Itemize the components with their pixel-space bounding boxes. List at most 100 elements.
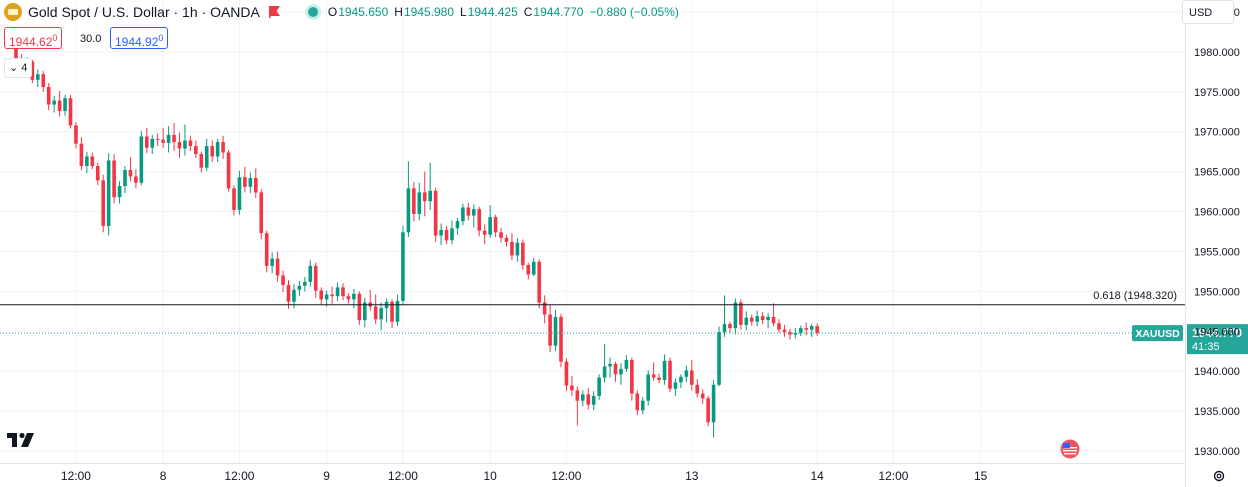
candle-body	[281, 275, 285, 285]
candle-body	[771, 316, 776, 324]
candle-body	[150, 138, 155, 148]
candle-body	[766, 316, 770, 321]
currency-select[interactable]: USD	[1182, 0, 1234, 24]
candle-body	[662, 360, 667, 380]
x-tick-label: 12:00	[61, 469, 91, 483]
y-tick-label: 1980.000	[1194, 47, 1240, 59]
chevron-down-icon: ⌄	[9, 62, 19, 74]
sell-price: 1944.62	[9, 35, 53, 49]
candle-body	[782, 329, 787, 333]
candle-body	[264, 233, 269, 266]
candle-body	[68, 98, 73, 126]
ohlc-low-key: L	[460, 5, 467, 19]
candle-body	[172, 134, 176, 143]
candle-body	[210, 146, 214, 157]
y-tick-label: 1930.000	[1194, 446, 1240, 458]
candle-body	[161, 139, 165, 143]
candle-body	[352, 293, 356, 300]
buy-price-button[interactable]: 1944.920	[110, 27, 169, 49]
candle-body	[275, 258, 280, 276]
candle-body	[319, 290, 323, 300]
y-tick-label: 1950.000	[1194, 286, 1240, 298]
x-tick-label: 10	[483, 469, 497, 483]
candle-body	[166, 134, 171, 143]
candle-body	[799, 328, 803, 333]
buy-price-sup: 0	[158, 33, 164, 43]
candle-body	[640, 400, 645, 411]
gear-icon[interactable]	[1212, 469, 1226, 483]
candle-body	[591, 395, 596, 405]
candle-body	[760, 316, 765, 321]
candle-body	[406, 188, 411, 233]
candle-body	[717, 332, 721, 385]
candle-body	[248, 178, 253, 187]
candle-body	[36, 74, 40, 80]
candle-body	[537, 261, 541, 303]
candle-body	[472, 209, 476, 216]
chart-header: Gold Spot / U.S. Dollar · 1h · OANDA O 19…	[4, 3, 685, 21]
candle-body	[308, 265, 313, 282]
candle-body	[52, 100, 56, 105]
candle-body	[95, 166, 100, 181]
candle-body	[232, 188, 236, 210]
candle-body	[74, 125, 78, 144]
ohlc-open-key: O	[327, 5, 338, 19]
candle-body	[335, 287, 340, 297]
candle-body	[613, 364, 618, 375]
candle-body	[188, 140, 193, 147]
x-tick-label: 8	[160, 469, 167, 483]
candle-body	[379, 308, 383, 320]
indicators-toggle[interactable]: ⌄ 4	[4, 58, 33, 78]
us-economic-event-icon[interactable]	[1060, 439, 1080, 459]
x-tick-label: 12:00	[878, 469, 908, 483]
tradingview-logo-icon[interactable]	[7, 432, 39, 453]
candle-body	[630, 360, 634, 394]
candle-body	[221, 142, 225, 153]
candle-body	[635, 393, 640, 411]
candle-body	[548, 314, 552, 346]
candle-body	[597, 377, 601, 396]
candle-body	[711, 384, 716, 423]
candle-body	[134, 176, 138, 183]
candle-body	[684, 370, 689, 377]
candle-body	[815, 326, 819, 334]
candle-body	[313, 265, 318, 291]
candle-body	[515, 242, 520, 256]
market-status-icon[interactable]	[307, 7, 318, 17]
candle-body	[722, 324, 727, 333]
sell-price-sup: 0	[52, 33, 58, 43]
candle-body	[30, 61, 35, 80]
x-tick-label: 12:00	[551, 469, 581, 483]
ohlc-low: 1944.425	[467, 5, 518, 19]
candle-body	[531, 261, 536, 275]
symbol-tag-label: XAUUSD	[1135, 328, 1180, 340]
candle-body	[493, 217, 498, 233]
candle-body	[706, 398, 710, 423]
candle-body	[101, 180, 105, 226]
candle-body	[341, 287, 345, 297]
candle-body	[292, 289, 296, 302]
candle-body	[809, 326, 814, 330]
candle-body	[570, 385, 574, 391]
candle-body	[57, 100, 62, 111]
candle-body	[575, 390, 580, 401]
candle-body	[106, 160, 111, 226]
symbol-tag	[1132, 325, 1183, 342]
candle-body	[624, 360, 629, 369]
candle-body	[226, 152, 231, 189]
indicator-count: 4	[21, 62, 28, 74]
sell-price-button[interactable]: 1944.620	[4, 27, 63, 49]
candle-body	[488, 217, 492, 235]
candle-body	[297, 285, 302, 290]
symbol-title[interactable]: Gold Spot / U.S. Dollar · 1h · OANDA	[28, 4, 260, 20]
y-tick-label: 1975.000	[1194, 87, 1240, 99]
x-tick-label: 9	[323, 469, 330, 483]
candle-body	[608, 364, 612, 367]
candle-body	[695, 384, 700, 394]
candle-body	[728, 324, 732, 329]
candle-body	[646, 374, 650, 401]
flag-icon[interactable]	[268, 5, 282, 19]
